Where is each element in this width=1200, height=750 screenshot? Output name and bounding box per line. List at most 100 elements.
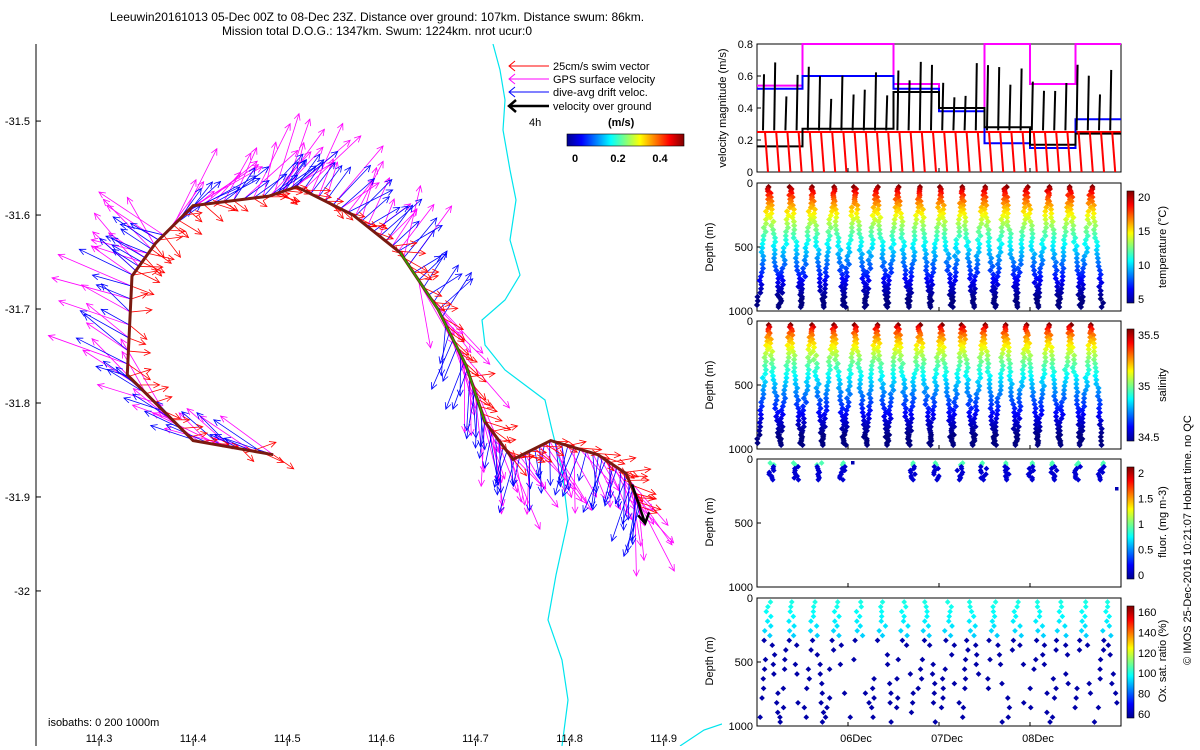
oxygen-point (1101, 637, 1107, 644)
swim-vector (524, 453, 546, 463)
gps-vector-head (96, 383, 105, 390)
oxygen-point (1074, 685, 1080, 692)
drift-vector-head (300, 158, 308, 167)
drift-vector-head (465, 271, 472, 280)
oxygen-point (995, 642, 1001, 649)
temperature-point (1059, 273, 1066, 280)
oxygen-point (1040, 632, 1047, 639)
temperature-point (1084, 244, 1091, 252)
oxygen-point (813, 623, 820, 629)
salinity-point (907, 411, 915, 418)
map-y-tick-label: -31.6 (5, 210, 30, 222)
swim-vector-head (138, 338, 147, 346)
fluor-point (980, 476, 987, 483)
drift-vector-head (102, 360, 111, 368)
salinity-point (843, 419, 850, 426)
salinity-point (990, 439, 997, 447)
oxygen-point (879, 632, 886, 639)
velocity-swim-spike (1032, 131, 1038, 173)
oxygen-point (905, 623, 911, 629)
temperature-point (1050, 238, 1057, 246)
drift-vector (403, 217, 438, 259)
salinity-point (1007, 393, 1015, 400)
swim-vector (189, 432, 208, 438)
salinity-point (754, 439, 761, 447)
swim-vector (144, 257, 162, 277)
swim-vector-head (161, 385, 170, 393)
temperature-point (1094, 255, 1101, 262)
oxygen-point (962, 685, 968, 692)
oxygen-point (1100, 627, 1106, 634)
drift-vector (83, 313, 129, 352)
temperature-point (1090, 226, 1098, 233)
swim-vector-head (173, 412, 181, 420)
salinity-point (1038, 378, 1045, 386)
salinity-point (912, 354, 920, 361)
swim-vector-head (290, 196, 299, 203)
oxygen-point (819, 690, 826, 697)
temperature-point (1086, 220, 1093, 227)
salinity-point (805, 346, 812, 353)
temperature-point (798, 301, 805, 309)
salinity-point (943, 384, 951, 392)
oxygen-point (1031, 666, 1037, 673)
fluor-point (840, 476, 846, 483)
oxygen-point (878, 613, 885, 620)
swim-vector-head (527, 453, 536, 461)
oxygen-point (869, 685, 876, 692)
temperature-point (1094, 242, 1101, 250)
velocity-series-drift (757, 75, 1121, 149)
oxygen-point (1082, 623, 1088, 629)
salinity-point (1062, 378, 1069, 386)
oxygen-y-tick-label: 500 (735, 657, 753, 669)
temperature-point (1043, 220, 1050, 227)
temperature-cbar-tick-label: 5 (1138, 294, 1144, 306)
gps-vector-head (445, 205, 453, 213)
gps-vector (168, 181, 205, 231)
temperature-y-tick-label: 500 (735, 242, 753, 254)
oxygen-point (866, 699, 872, 706)
salinity-point (988, 393, 995, 400)
oxygen-point (767, 632, 773, 639)
oxygen-point (947, 608, 953, 615)
drift-vector-head (465, 278, 474, 286)
salinity-point (905, 439, 912, 447)
gps-vector (91, 239, 149, 254)
gps-vector-head (376, 145, 384, 153)
drift-vector (120, 224, 164, 236)
swim-vector-head (276, 456, 285, 463)
oxygen-point (853, 608, 860, 615)
drift-vector (132, 393, 173, 421)
swim-vector-head (247, 454, 255, 463)
drift-vector (340, 178, 375, 209)
oxygen-point (876, 627, 882, 634)
gps-vector-head (467, 428, 475, 437)
velocity-swim-spike (954, 131, 960, 173)
salinity-point (1019, 366, 1026, 373)
drift-vector-head (149, 424, 158, 431)
swim-vector-head (369, 220, 378, 228)
oxygen-point (888, 690, 894, 697)
salinity-point (796, 439, 804, 447)
oxygen-point (757, 714, 763, 721)
swim-vector-head (194, 228, 203, 235)
drift-vector-head (537, 486, 545, 494)
swim-vector-head (157, 250, 165, 259)
drift-vector-head (91, 273, 100, 281)
salinity-point (1098, 429, 1105, 436)
drift-vector-head (497, 486, 505, 494)
drift-vector-head (119, 222, 128, 230)
oxygen-point (910, 690, 916, 697)
drift-vector (107, 369, 147, 395)
oxygen-point (781, 656, 788, 663)
drift-vector (281, 159, 306, 193)
drift-vector-head (492, 480, 500, 489)
salinity-point (1079, 419, 1086, 426)
salinity-point (986, 372, 994, 379)
salinity-point (949, 439, 957, 447)
salinity-point (1073, 376, 1080, 384)
gps-vector (126, 197, 155, 245)
salinity-point (1061, 386, 1068, 394)
gps-vector (223, 152, 252, 203)
